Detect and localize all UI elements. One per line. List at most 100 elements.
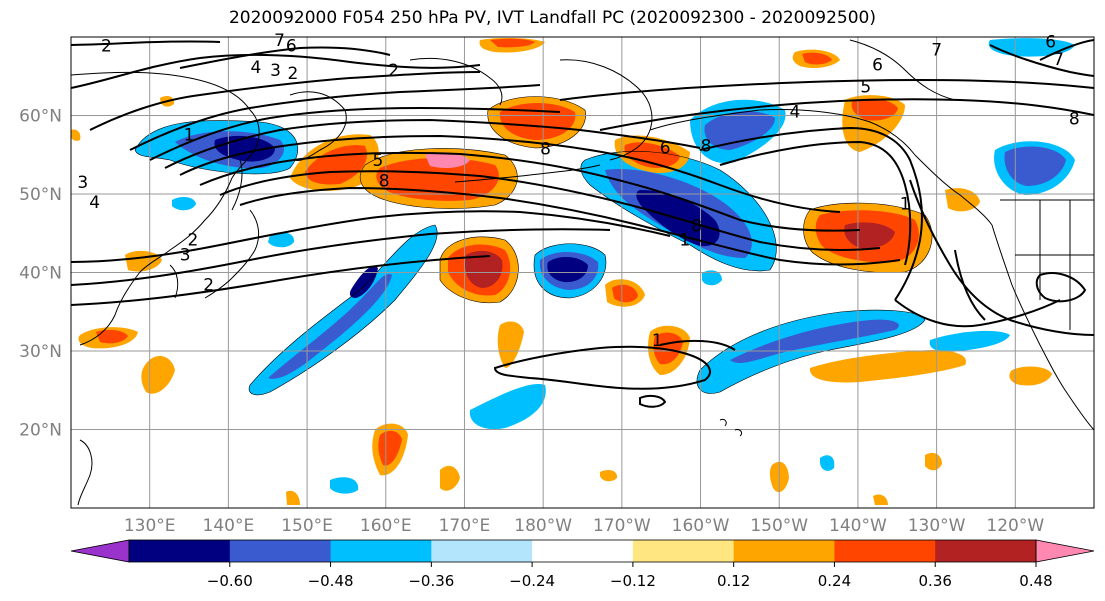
lon-tick-label: 150°E <box>281 516 333 536</box>
pc-shading-layer <box>71 37 1075 505</box>
neg-anomaly-hawaii <box>469 384 546 430</box>
neg-anomaly-alaska-mid <box>704 111 775 150</box>
hawaii-2 <box>734 429 743 437</box>
colorbar-tick-label: 0.12 <box>717 572 750 590</box>
lat-tick-label: 60°N <box>19 107 62 127</box>
coast-korea <box>169 264 179 299</box>
colorbar-tick-labels: −0.60 −0.48 −0.36 −0.24 −0.12 0.12 0.24 0.36 0.4… <box>207 562 1053 590</box>
pos-anomaly-aleutian-core <box>425 152 470 168</box>
pos-anomaly-small-6-mid <box>378 430 402 466</box>
coastlines <box>71 39 1094 506</box>
neg-anomaly-small-3 <box>330 477 359 494</box>
colorbar-tick-label: −0.24 <box>509 572 555 590</box>
neg-anomaly-small-2 <box>268 232 295 248</box>
pv-contour-label: 2 <box>388 61 399 81</box>
longitude-labels: 130°E 140°E 150°E 160°E 170°E 180°W 170°W 160°W… <box>124 516 1045 536</box>
pos-anomaly-small-16 <box>873 494 888 505</box>
pv-contour-label: 5 <box>860 77 871 97</box>
colorbar-bin <box>532 540 634 562</box>
neg-anomaly-bc-mid <box>1004 146 1066 186</box>
pos-anomaly-west-coast <box>1009 366 1052 386</box>
pv-contour-label: 8 <box>540 139 551 159</box>
pos-anomaly-small-3-mid <box>612 284 638 303</box>
hawaii-1 <box>719 419 727 427</box>
colorbar-tick-label: 0.24 <box>818 572 851 590</box>
pos-anomaly-small-1 <box>141 355 175 394</box>
colorbar-tick-label: −0.36 <box>408 572 454 590</box>
coast-na-west <box>991 224 1094 431</box>
pv-contour-label: 4 <box>790 103 801 123</box>
pv-contour-label: 2 <box>188 231 199 251</box>
pos-anomaly-alaska-south-mid <box>624 142 680 168</box>
neg-anomaly-eastern-pacific <box>929 330 1010 352</box>
neg-anomaly-small-4 <box>820 455 835 471</box>
coast-chukotka <box>409 57 503 106</box>
neg-anomaly-west-tropics <box>249 225 438 395</box>
coast-asia-east <box>79 177 233 346</box>
lon-tick-label: 120°W <box>986 516 1044 536</box>
pv-contour-label: 1 <box>679 231 690 251</box>
lon-tick-label: 170°E <box>439 516 491 536</box>
coast-japan <box>204 209 260 299</box>
neg-anomaly-west-tropics-mid <box>268 274 392 379</box>
pv-contour-label: 1 <box>184 125 195 145</box>
latitude-labels: 20°N 30°N 40°N 50°N 60°N <box>19 107 62 441</box>
pos-anomaly-small-13-mid <box>802 52 832 65</box>
colorbar-bin <box>431 540 533 562</box>
pv-contours <box>71 39 1094 408</box>
colorbar-extend-low <box>70 539 130 563</box>
lon-tick-label: 160°E <box>360 516 412 536</box>
pos-anomaly-small-17 <box>71 129 81 141</box>
pv-contour-label: 8 <box>379 172 390 192</box>
pv-contour-label: 7 <box>1053 50 1064 70</box>
lon-tick-label: 180°W <box>514 516 572 536</box>
coast-bc <box>914 154 993 226</box>
coast-philippines <box>77 439 93 506</box>
lat-tick-label: 30°N <box>19 342 62 362</box>
colorbar-tick-label: −0.12 <box>610 572 656 590</box>
colorbar-frame <box>128 539 1037 563</box>
gridlines <box>71 37 1094 508</box>
pos-anomaly-small-5 <box>497 321 524 368</box>
pos-anomaly-gulf-alaska-core <box>844 222 895 249</box>
lat-tick-label: 20°N <box>19 421 62 441</box>
coast-alaska-south <box>649 109 916 156</box>
lon-tick-label: 140°W <box>829 516 887 536</box>
pos-anomaly-central-core <box>464 250 503 288</box>
colorbar-bin <box>834 540 936 562</box>
pos-anomaly-small-15 <box>286 490 300 505</box>
colorbar-tick-label: 0.48 <box>1019 572 1052 590</box>
colorbar <box>70 539 1095 563</box>
colorbar-bin <box>229 540 332 562</box>
pv-contour-label: 3 <box>270 61 281 81</box>
pos-anomaly-small-9 <box>925 452 942 471</box>
pv-contour-label: 6 <box>286 37 297 57</box>
map-frame <box>70 36 1095 509</box>
pv-contour-label: 8 <box>691 216 702 236</box>
pv-contour-label: 6 <box>1045 33 1056 53</box>
coast-sakhalin <box>231 159 243 211</box>
pv-contour-label: 3 <box>77 173 88 193</box>
neg-anomaly-west-tropics-core <box>349 266 378 298</box>
coast-aleutians <box>454 164 601 183</box>
pv-contour-label: 6 <box>660 139 671 159</box>
pv-contour-label: 8 <box>701 136 712 156</box>
pos-anomaly-small-10 <box>600 470 618 482</box>
neg-anomaly-small-1 <box>172 196 196 211</box>
colorbar-bin <box>935 540 1037 562</box>
colorbar-bin <box>330 540 432 562</box>
neg-anomaly-north-edge <box>988 38 1075 57</box>
lon-tick-label: 130°E <box>124 516 176 536</box>
pv-contour-label: 7 <box>274 31 285 51</box>
colorbar-tick-label: 0.36 <box>919 572 952 590</box>
coast-asia-north <box>71 71 260 179</box>
pv-contour-label: 4 <box>251 58 262 78</box>
pv-contour-label: 4 <box>89 193 100 213</box>
pv-contour-label: 2 <box>203 275 214 295</box>
colorbar-tick-label: −0.48 <box>308 572 354 590</box>
lon-tick-label: 150°W <box>750 516 808 536</box>
pv-contour-label: 8 <box>1069 110 1080 130</box>
lon-tick-label: 130°W <box>908 516 966 536</box>
pv-contour-label: 2 <box>101 37 112 57</box>
